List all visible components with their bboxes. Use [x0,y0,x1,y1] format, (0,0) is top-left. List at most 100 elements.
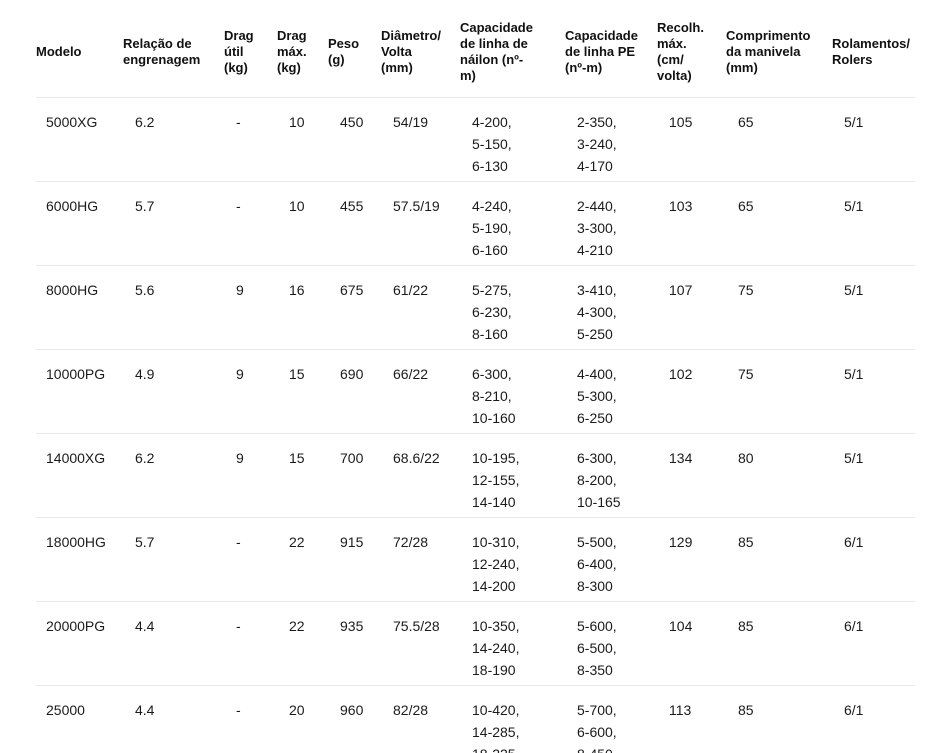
cell-relacao-engrenagem: 5.7 [123,517,224,602]
cell-capacidade-pe: 2-440, 3-300, 4-210 [565,181,657,266]
cell-comprimento-manivela: 75 [726,349,832,434]
cell-peso: 960 [328,685,381,753]
cell-drag-max: 15 [277,349,328,434]
cell-recolhimento-max: 104 [657,601,726,686]
cell-modelo: 20000PG [36,601,123,686]
cell-rolamentos: 5/1 [832,349,915,434]
cell-capacidade-nailon: 4-240, 5-190, 6-160 [460,181,565,266]
cell-drag-max: 16 [277,265,328,350]
table-row: 14000XG 6.2 9 15 700 68.6/22 10-195, 12-155, 1… [36,433,915,518]
cell-recolhimento-max: 113 [657,685,726,753]
column-header-peso: Peso (g) [328,0,381,98]
cell-diametro-volta: 54/19 [381,97,460,182]
column-header-recolhimento-max: Recolh. máx. (cm/ volta) [657,0,726,98]
cell-diametro-volta: 57.5/19 [381,181,460,266]
cell-drag-max: 22 [277,517,328,602]
cell-capacidade-nailon: 10-195, 12-155, 14-140 [460,433,565,518]
cell-capacidade-pe: 5-700, 6-600, 8-450 [565,685,657,753]
cell-recolhimento-max: 134 [657,433,726,518]
table-row: 5000XG 6.2-10 450 54/19 4-200, 5-150, 6-130 2… [36,97,915,182]
cell-modelo: 6000HG [36,181,123,266]
cell-comprimento-manivela: 85 [726,685,832,753]
cell-relacao-engrenagem: 4.4 [123,685,224,753]
cell-drag-max: 10 [277,181,328,266]
spec-table: Modelo Relação de engrenagem Drag útil (… [36,0,915,753]
cell-drag-util: 9 [224,433,277,518]
column-header-drag-util: Drag útil (kg) [224,0,277,98]
cell-comprimento-manivela: 65 [726,181,832,266]
cell-relacao-engrenagem: 6.2 [123,433,224,518]
table-row: 10000PG 4.9 9 15 690 66/22 6-300, 8-210, 10-16… [36,349,915,434]
column-header-comprimento-manivela: Comprimento da manivela (mm) [726,0,832,98]
cell-drag-util: - [224,517,277,602]
cell-recolhimento-max: 107 [657,265,726,350]
cell-modelo: 18000HG [36,517,123,602]
cell-modelo: 5000XG [36,97,123,182]
cell-peso: 690 [328,349,381,434]
cell-capacidade-nailon: 6-300, 8-210, 10-160 [460,349,565,434]
cell-rolamentos: 5/1 [832,433,915,518]
cell-peso: 935 [328,601,381,686]
cell-rolamentos: 5/1 [832,265,915,350]
cell-drag-util: - [224,601,277,686]
cell-capacidade-nailon: 4-200, 5-150, 6-130 [460,97,565,182]
cell-modelo: 10000PG [36,349,123,434]
cell-modelo: 8000HG [36,265,123,350]
cell-capacidade-nailon: 10-420, 14-285, 18-225 [460,685,565,753]
cell-capacidade-pe: 3-410, 4-300, 5-250 [565,265,657,350]
cell-rolamentos: 6/1 [832,601,915,686]
table-row: 18000HG 5.7-22 915 72/28 10-310, 12-240, 14-… [36,517,915,602]
cell-diametro-volta: 68.6/22 [381,433,460,518]
cell-rolamentos: 5/1 [832,181,915,266]
cell-capacidade-pe: 4-400, 5-300, 6-250 [565,349,657,434]
cell-comprimento-manivela: 75 [726,265,832,350]
cell-modelo: 25000 [36,685,123,753]
cell-recolhimento-max: 105 [657,97,726,182]
cell-rolamentos: 5/1 [832,97,915,182]
cell-relacao-engrenagem: 4.9 [123,349,224,434]
table-row: 6000HG 5.7-10 455 57.5/19 4-240, 5-190, 6-16… [36,181,915,266]
cell-capacidade-pe: 6-300, 8-200, 10-165 [565,433,657,518]
cell-capacidade-nailon: 10-310, 12-240, 14-200 [460,517,565,602]
table-row: 20000PG 4.4-22 935 75.5/28 10-350, 14-240, 1… [36,601,915,686]
column-header-modelo: Modelo [36,0,123,98]
column-header-rolamentos: Rolamentos/ Rolers [832,0,915,98]
cell-diametro-volta: 82/28 [381,685,460,753]
column-header-capacidade-pe: Capacidade de linha PE (nº-m) [565,0,657,98]
table-header: Modelo Relação de engrenagem Drag útil (… [36,0,915,98]
cell-modelo: 14000XG [36,433,123,518]
cell-diametro-volta: 66/22 [381,349,460,434]
cell-recolhimento-max: 103 [657,181,726,266]
table-body: 5000XG 6.2-10 450 54/19 4-200, 5-150, 6-130 2… [36,97,915,753]
cell-diametro-volta: 61/22 [381,265,460,350]
cell-recolhimento-max: 129 [657,517,726,602]
cell-drag-max: 20 [277,685,328,753]
cell-drag-max: 22 [277,601,328,686]
cell-peso: 915 [328,517,381,602]
cell-drag-util: - [224,685,277,753]
cell-relacao-engrenagem: 5.6 [123,265,224,350]
cell-capacidade-pe: 5-500, 6-400, 8-300 [565,517,657,602]
cell-peso: 675 [328,265,381,350]
column-header-capacidade-nailon: Capacidade de linha de náilon (nº- m) [460,0,565,98]
cell-recolhimento-max: 102 [657,349,726,434]
cell-drag-util: - [224,181,277,266]
cell-drag-util: 9 [224,265,277,350]
cell-capacidade-pe: 5-600, 6-500, 8-350 [565,601,657,686]
cell-comprimento-manivela: 85 [726,601,832,686]
cell-peso: 455 [328,181,381,266]
cell-capacidade-pe: 2-350, 3-240, 4-170 [565,97,657,182]
column-header-relacao-engrenagem: Relação de engrenagem [123,0,224,98]
cell-rolamentos: 6/1 [832,517,915,602]
cell-diametro-volta: 72/28 [381,517,460,602]
cell-drag-max: 10 [277,97,328,182]
table-header-row: Modelo Relação de engrenagem Drag útil (… [36,0,915,98]
cell-capacidade-nailon: 10-350, 14-240, 18-190 [460,601,565,686]
column-header-diametro-volta: Diâmetro/ Volta (mm) [381,0,460,98]
table-row: 8000HG 5.6 9 16 675 61/22 5-275, 6-230, 8-160 3… [36,265,915,350]
cell-peso: 700 [328,433,381,518]
cell-capacidade-nailon: 5-275, 6-230, 8-160 [460,265,565,350]
cell-relacao-engrenagem: 5.7 [123,181,224,266]
